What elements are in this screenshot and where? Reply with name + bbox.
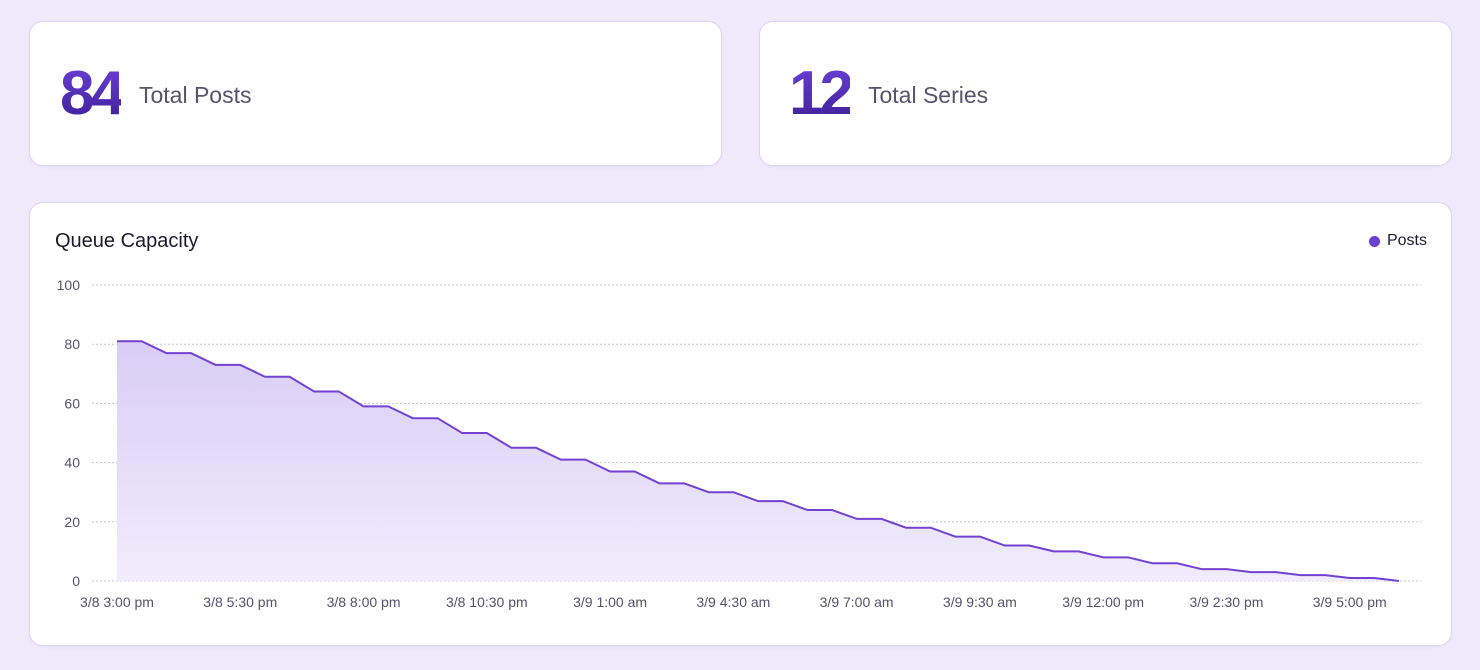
y-tick-label: 100 — [57, 277, 81, 293]
x-tick-label: 3/9 5:00 pm — [1313, 594, 1387, 610]
x-tick-label: 3/8 3:00 pm — [80, 594, 154, 610]
posts-area — [117, 341, 1399, 581]
x-tick-label: 3/8 10:30 pm — [446, 594, 528, 610]
legend-posts-dot-icon — [1368, 235, 1380, 247]
total-series-card: 12 Total Series — [759, 21, 1452, 166]
x-tick-label: 3/9 1:00 am — [573, 594, 647, 610]
x-tick-label: 3/9 4:30 am — [696, 594, 770, 610]
chart-legend[interactable]: Posts — [1368, 232, 1427, 250]
y-tick-label: 40 — [64, 455, 80, 471]
x-tick-label: 3/8 8:00 pm — [327, 594, 401, 610]
total-posts-value: 84 — [60, 58, 125, 128]
legend-posts-label: Posts — [1386, 232, 1427, 249]
x-tick-label: 3/9 7:00 am — [820, 594, 894, 610]
x-tick-label: 3/9 12:00 pm — [1062, 594, 1144, 610]
total-posts-label: Total Posts — [138, 82, 252, 108]
y-tick-label: 60 — [64, 395, 80, 411]
x-tick-label: 3/9 9:30 am — [943, 594, 1017, 610]
y-tick-label: 80 — [64, 336, 80, 352]
total-series-label: Total Series — [867, 82, 989, 108]
total-series-value: 12 — [789, 58, 854, 128]
x-tick-label: 3/9 2:30 pm — [1189, 594, 1263, 610]
posts-line — [117, 340, 1400, 582]
total-posts-card: 84 Total Posts — [29, 21, 722, 166]
y-tick-label: 0 — [72, 573, 80, 589]
queue-capacity-chart: 0 20 40 60 80 100 3/8 3:00 pm 3/8 5:30 pm 3/8 8:… — [57, 277, 1421, 610]
queue-capacity-chart-card: 0 20 40 60 80 100 3/8 3:00 pm 3/8 5:30 pm 3/8 8:… — [29, 202, 1452, 646]
chart-title: Queue Capacity — [55, 230, 199, 252]
y-tick-label: 20 — [64, 514, 80, 530]
x-tick-label: 3/8 5:30 pm — [203, 594, 277, 610]
